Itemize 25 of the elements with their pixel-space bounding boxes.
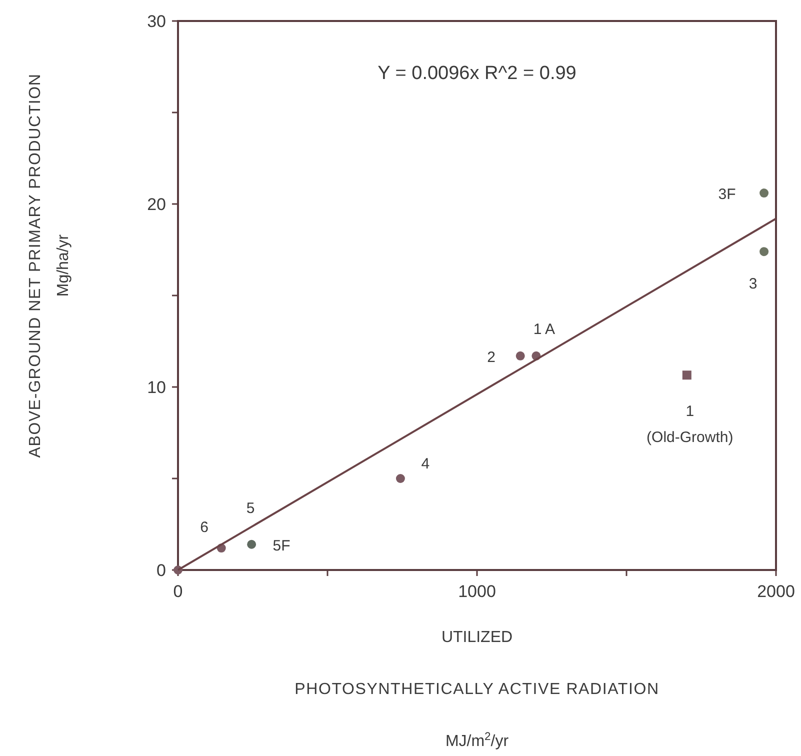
y-tick-label: 10	[147, 378, 166, 397]
y-tick-label: 0	[156, 561, 166, 580]
point	[760, 247, 769, 256]
point	[516, 351, 525, 360]
annotation: Y = 0.0096x R^2 = 0.99	[378, 63, 576, 84]
x-tick-label: 0	[173, 582, 183, 601]
y-tick-label: 20	[147, 195, 166, 214]
x-tick-label: 2000	[757, 582, 795, 601]
annotation: 4	[421, 456, 430, 472]
annotation: 3	[748, 276, 758, 293]
x-tick-label: 1000	[458, 582, 496, 601]
annotation: 1 A	[533, 320, 556, 338]
point	[682, 370, 692, 380]
point	[760, 188, 769, 198]
y-axis-title: ABOVE-GROUND NET PRIMARY PRODUCTION Mg/ha/yr	[27, 73, 72, 458]
point	[247, 540, 256, 549]
annotation: 6	[200, 519, 209, 536]
annotation: 2	[487, 348, 496, 366]
point	[396, 474, 405, 483]
annotation: 1 (Old-Growth)	[646, 403, 734, 446]
annotation: 5	[246, 500, 255, 517]
annotation: 3F	[718, 186, 736, 204]
text: UTILIZED PHOTOSYNTHETICALLY ACTIVE RADIATION MJ/m$^{2}$/yr	[294, 629, 660, 750]
y-tick-label: 30	[147, 12, 166, 31]
annotation: 5F	[272, 537, 290, 554]
